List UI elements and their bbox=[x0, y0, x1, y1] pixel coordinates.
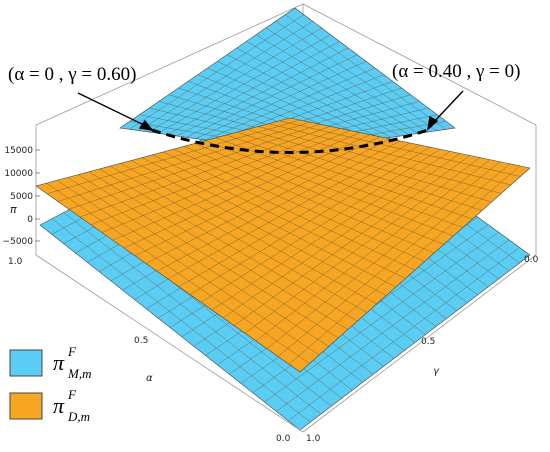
z-tick-label: 15000 bbox=[4, 146, 33, 156]
arrow-left-head bbox=[138, 119, 154, 131]
alpha-axis: 1.0 0.5 0.0 bbox=[8, 257, 291, 444]
surface-d-gridline bbox=[258, 126, 502, 194]
gamma-axis-label: γ bbox=[433, 366, 440, 377]
arrow-left bbox=[77, 92, 147, 127]
z-tick-label: 10000 bbox=[4, 169, 33, 179]
annotation-right: (α = 0.40 , γ = 0) bbox=[392, 61, 520, 82]
box-edge-back-top bbox=[35, 3, 304, 126]
surface-m-peak-gridline bbox=[275, 21, 437, 131]
alpha-tick-label: 0.5 bbox=[134, 336, 148, 346]
legend-sub-d: D,m bbox=[67, 409, 90, 424]
surface-d-gridline bbox=[277, 163, 511, 357]
surface-m-lower-gridline bbox=[264, 232, 499, 403]
annotation-arrows bbox=[77, 90, 464, 131]
intersection-curve bbox=[151, 128, 429, 154]
box-edge-right-top bbox=[302, 3, 537, 126]
legend-swatch-m bbox=[9, 349, 43, 377]
box-edge-front-right bbox=[302, 254, 537, 433]
surface-d-gridline bbox=[279, 120, 521, 177]
surface-d bbox=[35, 117, 531, 373]
legend-symbol-m: π bbox=[53, 350, 65, 375]
legend-sub-m: M,m bbox=[67, 366, 91, 381]
legend-sup-m: F bbox=[67, 344, 77, 359]
legend-entry-d: π F D,m bbox=[9, 387, 90, 424]
z-tick-label: 0 bbox=[27, 215, 33, 225]
alpha-tick-label: 0.0 bbox=[276, 434, 291, 444]
gamma-tick-label: 0.5 bbox=[421, 337, 435, 347]
surface-d-gridline bbox=[288, 165, 521, 365]
alpha-tick-label: 1.0 bbox=[8, 257, 23, 267]
legend-swatch-d bbox=[9, 392, 43, 420]
z-axis-label: π bbox=[10, 203, 17, 216]
arrow-right bbox=[431, 90, 464, 125]
box-edge-front-left bbox=[35, 254, 304, 433]
legend-entry-m: π F M,m bbox=[9, 344, 91, 381]
surface-d-gridline bbox=[268, 123, 511, 186]
legend-symbol-d: π bbox=[53, 393, 65, 418]
z-axis: 15000 10000 5000 0 −5000 bbox=[3, 146, 40, 247]
z-tick-label: −5000 bbox=[3, 237, 34, 247]
surface-m-peak-gridline bbox=[285, 14, 446, 130]
plot-box-front bbox=[35, 254, 537, 433]
surfaces bbox=[35, 7, 531, 431]
surface-m-lower-gridline bbox=[288, 247, 520, 421]
surface-d-gridline bbox=[266, 161, 501, 349]
alpha-axis-label: α bbox=[146, 373, 153, 384]
surface-m-lower-gridline bbox=[276, 239, 510, 412]
legend: π F M,m π F D,m bbox=[9, 344, 91, 424]
surface-d-gridline bbox=[247, 129, 492, 203]
legend-sup-d: F bbox=[67, 387, 77, 402]
gamma-axis: 0.0 0.5 1.0 bbox=[306, 255, 539, 444]
annotation-left: (α = 0 , γ = 0.60) bbox=[8, 64, 136, 85]
gamma-tick-label: 1.0 bbox=[306, 434, 321, 444]
z-tick-label: 5000 bbox=[10, 192, 33, 202]
arrow-right-head bbox=[426, 115, 439, 131]
gamma-tick-label: 0.0 bbox=[524, 255, 539, 265]
